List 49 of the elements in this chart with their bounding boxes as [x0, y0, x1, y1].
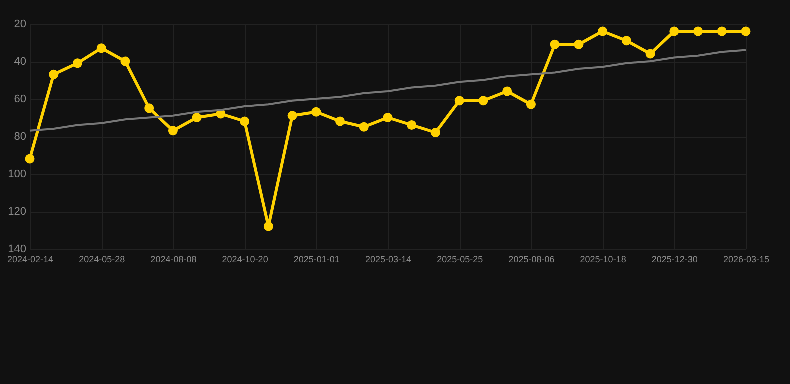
point [359, 122, 369, 132]
x-tick-label: 2024-08-08 [150, 254, 197, 264]
x-tick-label: 2025-10-18 [580, 254, 626, 264]
y-tick-label: 100 [8, 168, 26, 180]
point [336, 116, 346, 126]
point [646, 49, 656, 59]
point [454, 96, 464, 106]
y-tick-label: 140 [8, 244, 26, 256]
point [288, 111, 298, 121]
x-tick-label: 2024-05-28 [79, 254, 126, 264]
point [240, 116, 250, 126]
x-tick-label: 2026-03-15 [723, 254, 770, 264]
y-tick-label: 80 [14, 131, 26, 143]
point [670, 26, 680, 36]
point [430, 128, 440, 138]
point [574, 40, 584, 50]
point [598, 26, 608, 36]
point [383, 113, 393, 122]
point [717, 26, 727, 36]
x-tick-label: 2025-03-14 [365, 254, 412, 264]
x-tick-label: 2025-05-25 [437, 254, 484, 264]
x-tick-label: 2025-12-30 [652, 254, 698, 264]
y-tick-label: 120 [8, 206, 26, 218]
point [120, 56, 130, 66]
point [264, 222, 274, 232]
point [144, 104, 154, 114]
y-tick-label: 40 [14, 56, 26, 68]
x-tick-label: 2024-10-20 [222, 254, 268, 264]
point [312, 107, 322, 117]
point [694, 26, 704, 36]
x-tick-label: 2025-08-06 [508, 254, 555, 264]
point [407, 120, 417, 130]
point [168, 126, 178, 136]
point [622, 36, 632, 46]
point [25, 154, 35, 164]
point [741, 26, 751, 36]
point [502, 86, 512, 96]
point [96, 44, 106, 54]
point [49, 70, 59, 80]
point [192, 113, 202, 122]
x-tick-label: 2024-02-14 [7, 254, 54, 264]
point [72, 58, 82, 68]
line-series [29, 49, 747, 132]
point [526, 100, 536, 110]
y-tick-label: 20 [14, 18, 26, 30]
x-tick-label: 2025-01-01 [294, 254, 340, 264]
point [478, 96, 488, 106]
y-tick-label: 60 [14, 94, 26, 106]
point [550, 40, 560, 50]
